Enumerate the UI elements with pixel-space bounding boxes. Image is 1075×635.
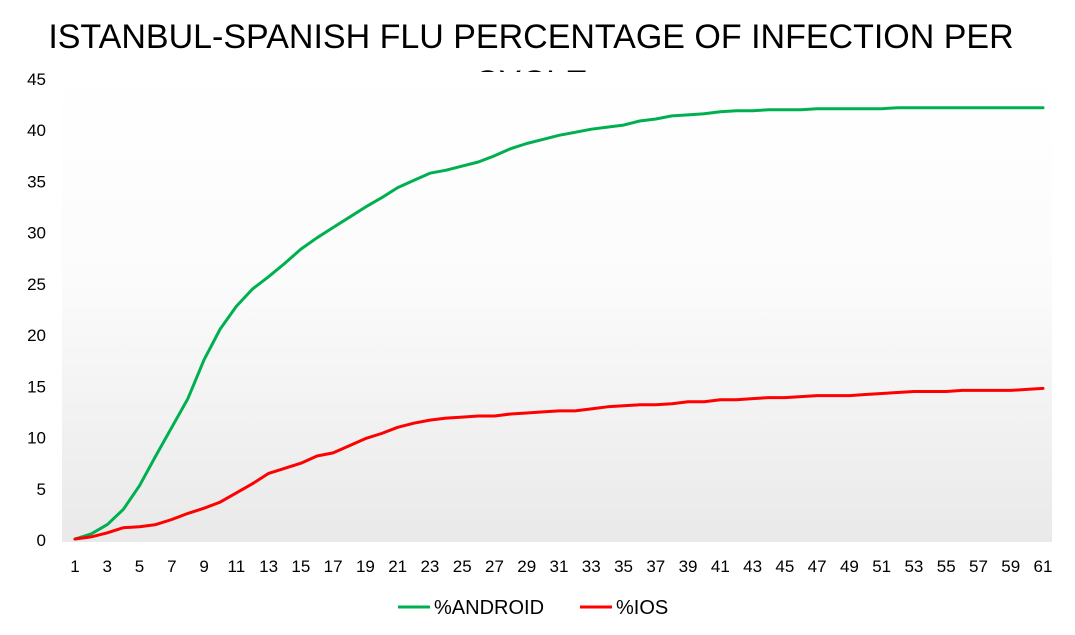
y-tick-label: 0 [37, 531, 46, 550]
x-tick-label: 3 [103, 557, 112, 576]
series-line-ios [73, 386, 1045, 541]
legend-label-ios: %IOS [616, 597, 668, 619]
x-tick-label: 51 [872, 557, 891, 576]
legend: %ANDROID %IOS [398, 597, 668, 619]
y-tick-label: 40 [27, 121, 46, 140]
x-tick-label: 17 [324, 557, 343, 576]
x-tick-label: 61 [1034, 557, 1053, 576]
x-tick-label: 27 [485, 557, 504, 576]
x-tick-label: 13 [259, 557, 278, 576]
series-line-android [73, 106, 1045, 541]
x-tick-label: 35 [614, 557, 633, 576]
x-tick-label: 25 [453, 557, 472, 576]
y-tick-label: 30 [27, 224, 46, 243]
x-tick-label: 1 [70, 557, 79, 576]
x-tick-label: 45 [775, 557, 794, 576]
x-tick-label: 47 [808, 557, 827, 576]
y-tick-label: 5 [37, 480, 46, 499]
x-tick-label: 29 [517, 557, 536, 576]
x-tick-label: 21 [388, 557, 407, 576]
x-tick-label: 5 [135, 557, 144, 576]
y-tick-label: 10 [27, 429, 46, 448]
x-tick-label: 15 [291, 557, 310, 576]
y-tick-label: 25 [27, 275, 46, 294]
x-tick-label: 9 [199, 557, 208, 576]
y-tick-label: 35 [27, 172, 46, 191]
x-tick-label: 55 [937, 557, 956, 576]
x-tick-label: 33 [582, 557, 601, 576]
x-tick-label: 37 [646, 557, 665, 576]
x-tick-label: 53 [904, 557, 923, 576]
x-tick-label: 7 [167, 557, 176, 576]
x-tick-label: 49 [840, 557, 859, 576]
x-tick-label: 19 [356, 557, 375, 576]
y-tick-label: 15 [27, 377, 46, 396]
y-tick-label: 20 [27, 326, 46, 345]
x-tick-label: 59 [1001, 557, 1020, 576]
x-tick-label: 41 [711, 557, 730, 576]
x-tick-label: 11 [228, 557, 246, 576]
y-tick-label: 45 [27, 70, 46, 89]
x-axis-ticks: 1 3 5 7 9 11 13 15 17 19 21 23 25 27 29 31 33 35 37 39 41 43 4… [70, 557, 1052, 576]
legend-label-android: %ANDROID [434, 597, 544, 619]
x-tick-label: 43 [743, 557, 762, 576]
y-axis-ticks: 0 5 10 15 20 25 30 35 40 45 [27, 70, 46, 550]
x-tick-label: 39 [679, 557, 698, 576]
plot-area [62, 72, 1052, 542]
x-tick-label: 57 [969, 557, 988, 576]
series-lines [73, 106, 1045, 541]
x-tick-label: 23 [420, 557, 439, 576]
x-tick-label: 31 [550, 557, 569, 576]
